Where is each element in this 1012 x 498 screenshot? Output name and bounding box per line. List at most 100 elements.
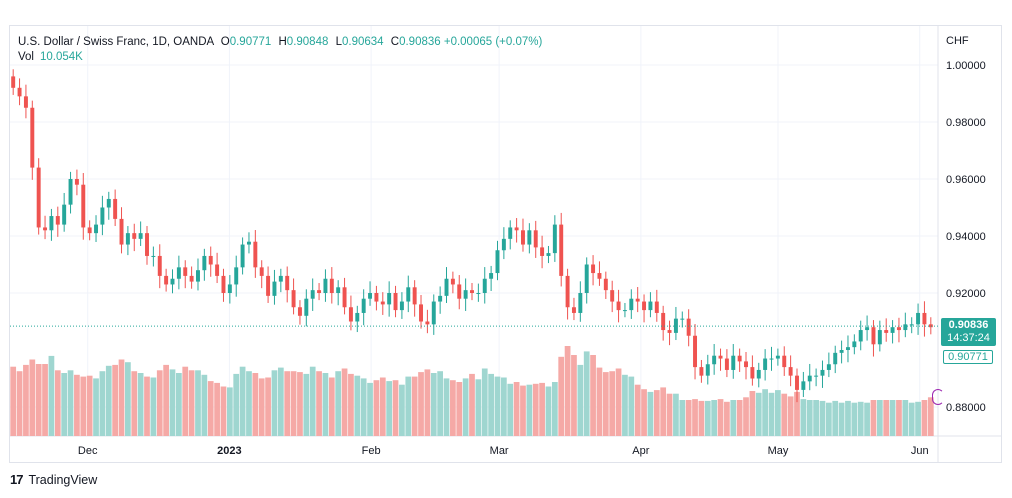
volume-bar xyxy=(125,362,131,436)
volume-bar xyxy=(666,393,673,436)
volume-bar xyxy=(144,376,150,436)
volume-bar xyxy=(908,402,915,436)
volume-bar xyxy=(399,384,405,436)
symbol-title[interactable]: U.S. Dollar / Swiss Franc, 1D, OANDA xyxy=(18,36,214,48)
candle-body xyxy=(833,352,838,365)
volume-bar xyxy=(787,396,794,436)
volume-bar xyxy=(258,378,265,436)
candle-body xyxy=(81,184,86,228)
currency-label: CHF xyxy=(946,35,969,47)
volume-bar xyxy=(86,375,93,436)
volume-label[interactable]: Vol xyxy=(18,51,34,63)
volume-bar xyxy=(290,371,297,436)
volume-value: 10.054K xyxy=(40,51,83,63)
volume-bar xyxy=(583,351,590,436)
volume-bar xyxy=(450,380,456,436)
tradingview-mark-icon: 17 xyxy=(10,472,24,487)
scroll-to-realtime-icon[interactable] xyxy=(932,389,944,405)
volume-bar xyxy=(857,401,864,436)
volume-bar xyxy=(284,371,291,436)
x-tick-label: May xyxy=(768,445,789,457)
candle-body xyxy=(285,275,290,291)
volume-bar xyxy=(717,399,724,436)
volume-bar xyxy=(54,370,61,436)
x-tick-label: Feb xyxy=(362,445,381,457)
tradingview-brand: TradingView xyxy=(28,472,98,487)
volume-bar xyxy=(16,371,23,436)
candle-body xyxy=(852,341,857,348)
volume-bar xyxy=(252,373,259,436)
volume-bar xyxy=(743,397,749,436)
volume-bar xyxy=(520,385,526,436)
candle-body xyxy=(903,324,908,331)
volume-bar xyxy=(927,397,934,436)
candle-body xyxy=(845,347,850,350)
volume-bar xyxy=(558,356,565,436)
volume-bar xyxy=(462,378,469,436)
volume-bar xyxy=(35,364,42,436)
candle-body xyxy=(622,310,627,312)
candle-body xyxy=(36,167,41,228)
candle-body xyxy=(11,76,16,88)
low-label: L xyxy=(335,36,342,48)
volume-bar xyxy=(762,389,768,436)
candle-body xyxy=(208,255,213,265)
volume-bar xyxy=(201,374,208,436)
candle-body xyxy=(877,330,882,345)
volume-bar xyxy=(870,400,877,436)
candle-body xyxy=(737,355,742,362)
volume-bar xyxy=(851,402,858,436)
high-value: 0.90848 xyxy=(286,36,329,48)
volume-bar xyxy=(150,377,157,436)
volume-bar xyxy=(93,378,99,436)
candle-body xyxy=(278,275,283,282)
candle-body xyxy=(253,241,258,268)
candle-body xyxy=(336,287,341,293)
volume-bar xyxy=(443,378,450,436)
candle-body xyxy=(266,275,271,296)
candle-body xyxy=(540,247,545,256)
candle-body xyxy=(361,298,366,313)
tradingview-logo[interactable]: 17 TradingView xyxy=(10,472,97,487)
candle-body xyxy=(890,327,895,333)
volume-bar xyxy=(265,377,271,436)
volume-bar xyxy=(156,370,163,436)
candle-body xyxy=(610,290,615,302)
volume-bar xyxy=(545,386,552,436)
volume-bar xyxy=(424,369,431,436)
candle-body xyxy=(43,227,48,231)
candle-body xyxy=(826,364,831,370)
candle-body xyxy=(724,358,729,370)
candle-body xyxy=(591,264,596,274)
volume-bar xyxy=(641,389,647,436)
candle-body xyxy=(470,290,474,293)
change-value: +0.00065 (+0.07%) xyxy=(443,36,543,48)
candle-body xyxy=(444,278,449,296)
volume-bar xyxy=(163,364,169,436)
candle-body xyxy=(399,301,404,311)
volume-bar xyxy=(876,400,883,436)
candle-body xyxy=(807,375,812,382)
candle-body xyxy=(196,270,200,282)
volume-bar xyxy=(67,370,74,436)
candle-body xyxy=(368,293,373,299)
volume-bar xyxy=(819,400,826,436)
candle-body xyxy=(119,218,124,245)
candle-body xyxy=(489,273,494,279)
volume-bar xyxy=(176,373,182,436)
candle-body xyxy=(342,287,347,308)
candle-body xyxy=(113,198,118,219)
volume-bar xyxy=(775,390,781,436)
volume-bar xyxy=(800,399,807,436)
volume-bar xyxy=(360,378,367,436)
volume-bar xyxy=(794,391,800,436)
candle-body xyxy=(348,307,353,322)
volume-bar xyxy=(335,371,342,436)
volume-bar xyxy=(348,373,354,436)
volume-bar xyxy=(698,400,705,436)
candle-body xyxy=(170,278,175,285)
volume-bar xyxy=(118,359,125,436)
volume-bar xyxy=(29,359,36,436)
candle-body xyxy=(246,241,251,245)
